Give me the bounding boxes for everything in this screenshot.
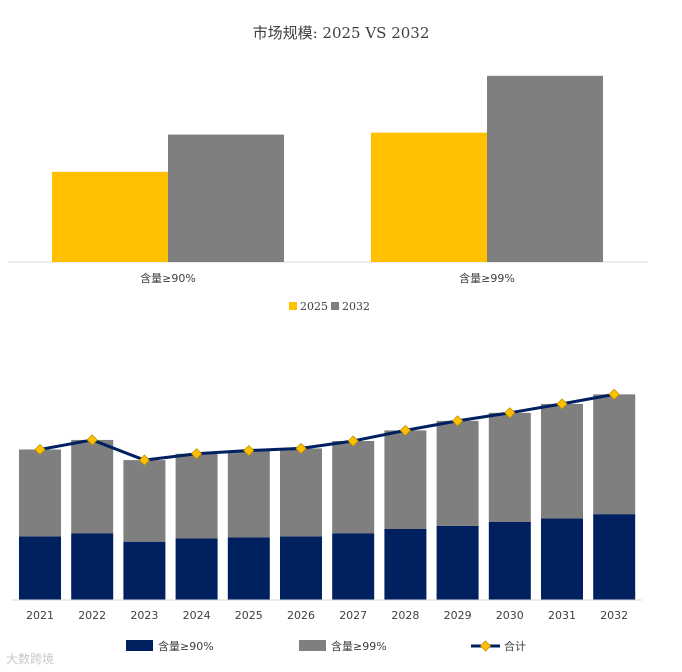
chart2-total-marker-2027 [347, 435, 359, 447]
chart2-bar-low-2030 [488, 521, 531, 600]
chart1-bar-2025-0 [52, 171, 168, 262]
chart2-total-marker-2023 [138, 454, 150, 466]
chart2-x-tick: 2031 [548, 609, 576, 622]
chart2-bar-high-2027 [332, 441, 375, 534]
chart2-total-marker-2030 [504, 407, 516, 419]
chart2-x-tick: 2021 [26, 609, 54, 622]
chart2-legend-swatch-high [299, 640, 326, 651]
chart2-x-tick: 2023 [130, 609, 158, 622]
chart2-bar-high-2026 [280, 448, 322, 537]
chart2-bar-low-2024 [175, 538, 218, 600]
chart2-bar-high-2023 [123, 460, 166, 542]
chart2-bar-low-2032 [593, 514, 636, 600]
chart2-total-marker-2028 [399, 424, 411, 436]
chart1-legend-label: 2032 [342, 300, 370, 313]
chart2-legend-label-high: 含量≥99% [331, 639, 387, 653]
chart2-total-marker-2025 [243, 444, 255, 457]
chart2-x-tick: 2030 [496, 609, 524, 622]
chart2-legend-label-low: 含量≥90% [158, 639, 214, 653]
chart2-bar-high-2029 [436, 420, 479, 526]
chart2-total-marker-2026 [295, 442, 307, 454]
chart2-bar-high-2030 [488, 412, 531, 522]
chart2-total-marker-2029 [452, 415, 464, 427]
chart2-bar-low-2023 [123, 541, 166, 600]
chart2-legend-marker-total [479, 640, 492, 652]
chart2-bar-high-2032 [593, 394, 636, 515]
watermark-logo: 大数跨境 [6, 650, 54, 667]
chart2-bar-low-2022 [71, 533, 114, 600]
chart2-bar-high-2028 [384, 430, 427, 529]
chart2-x-tick: 2028 [391, 609, 419, 622]
chart2-bar-high-2024 [175, 453, 218, 539]
chart1-legend-swatch-2032 [331, 302, 339, 310]
chart2-x-tick: 2029 [444, 609, 472, 622]
chart1-legend-swatch-2025 [289, 302, 297, 310]
chart1-bar-2032-0 [168, 134, 284, 262]
chart1-legend-label: 2025 [300, 300, 328, 313]
chart2-total-marker-2032 [608, 388, 620, 400]
chart2-bar-low-2028 [384, 528, 427, 600]
chart2-bar-low-2027 [332, 533, 375, 600]
chart2-bar-low-2025 [227, 537, 270, 600]
chart2-bar-low-2021 [19, 536, 61, 600]
chart2-legend-swatch-low [126, 640, 153, 651]
chart1-x-tick: 含量≥99% [459, 271, 515, 285]
chart2-x-tick: 2024 [183, 609, 211, 622]
chart2-bar-high-2025 [227, 450, 270, 538]
chart2-x-tick: 2032 [600, 609, 628, 622]
chart2-bar-high-2021 [19, 449, 61, 537]
chart2-total-marker-2022 [86, 434, 98, 446]
chart2-bar-high-2031 [541, 403, 583, 519]
chart1-plot: 含量≥90% 含量≥99% 2025 2032 [8, 75, 648, 313]
chart2-total-marker-2031 [556, 398, 568, 410]
chart2-total-line [39, 392, 615, 462]
chart2-total-marker-2024 [191, 448, 203, 460]
chart2-bar-low-2031 [541, 518, 583, 600]
chart1-x-tick: 含量≥90% [140, 271, 196, 285]
chart2-x-tick: 2027 [339, 609, 367, 622]
chart2-x-tick: 2025 [235, 609, 263, 622]
chart2-bar-low-2029 [436, 525, 479, 600]
chart2-x-tick: 2022 [78, 609, 106, 622]
chart2-bar-high-2022 [71, 439, 114, 534]
chart2-bar-low-2026 [280, 536, 322, 600]
chart2-legend-label-total: 合计 [504, 639, 526, 653]
chart1-title: 市场规模: 2025 VS 2032 [252, 24, 430, 42]
chart1-bar-2025-1 [371, 132, 487, 262]
chart1-bar-2032-1 [487, 75, 603, 262]
watermark-text: 大数跨境 [6, 652, 55, 666]
chart2-x-tick: 2026 [287, 609, 315, 622]
chart2-total-marker-2021 [34, 443, 46, 456]
